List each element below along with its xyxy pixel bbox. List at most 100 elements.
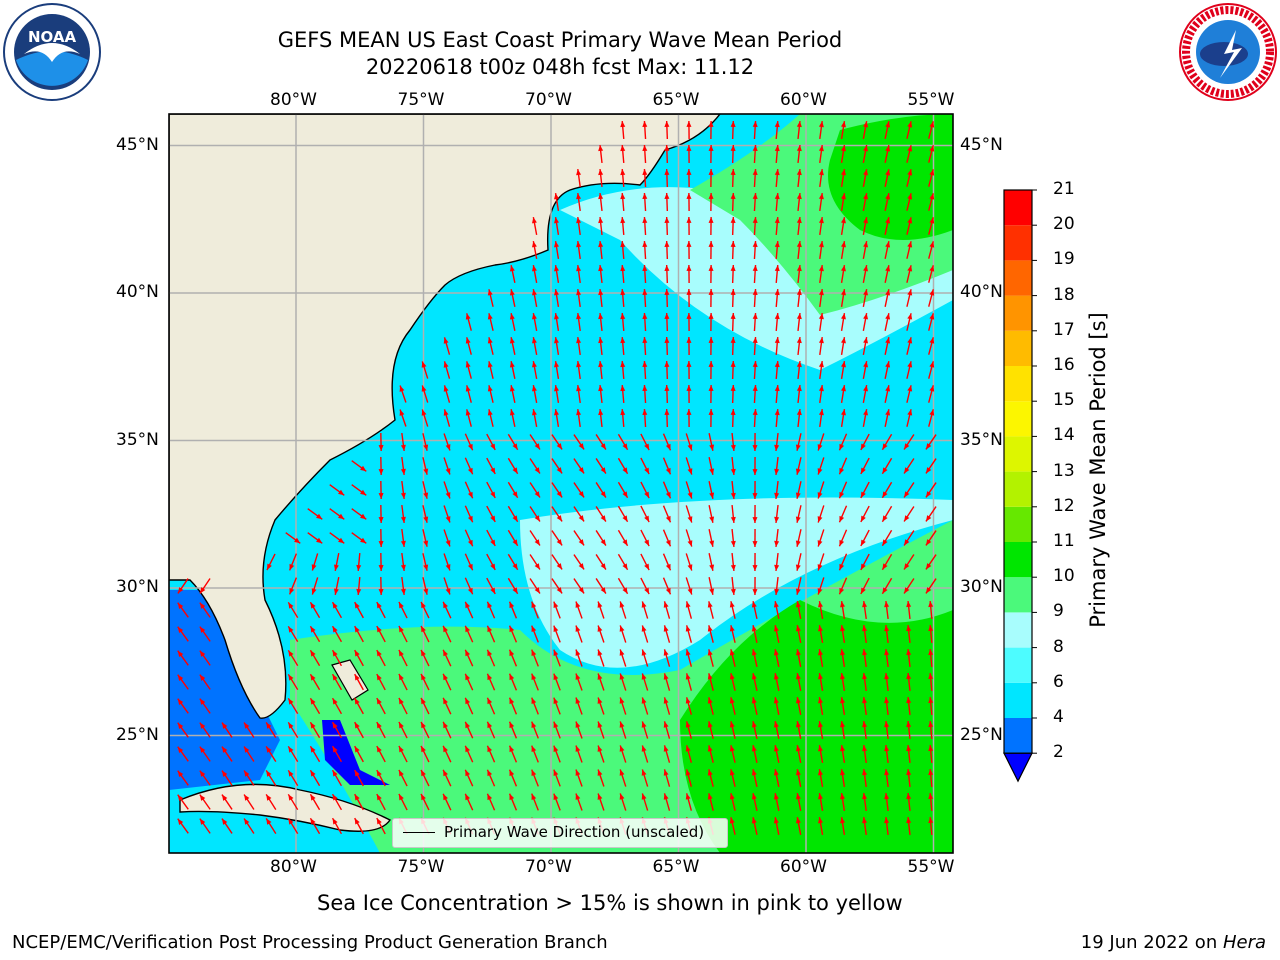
wave-arrow-head — [904, 563, 910, 570]
wave-arrow-head — [907, 385, 913, 392]
wave-arrow-head — [642, 265, 648, 272]
wave-arrow-head — [531, 625, 537, 633]
wave-arrow-head — [685, 769, 691, 776]
wave-arrow-head — [904, 443, 910, 450]
wave-arrow-head — [729, 769, 735, 776]
wave-arrow-head — [644, 587, 650, 595]
wave-arrow-head — [423, 492, 429, 499]
wave-arrow-head — [421, 649, 426, 657]
wave-arrow-head — [294, 537, 301, 544]
wave-arrow-head — [708, 121, 714, 127]
wave-arrow-head — [376, 746, 382, 753]
wave-arrow-head — [841, 193, 846, 200]
wave-arrow-head — [620, 361, 626, 368]
lat-tick-left: 35°N — [116, 429, 159, 450]
wave-arrow-head — [509, 745, 515, 753]
wave-arrow-head — [839, 443, 845, 451]
wave-arrow-head — [841, 145, 846, 152]
wave-arrow-head — [620, 121, 626, 128]
wave-arrow-head — [443, 793, 448, 801]
wave-arrow-head — [597, 769, 603, 776]
wave-arrow-head — [554, 337, 559, 344]
wave-arrow-head — [600, 515, 606, 522]
wave-arrow-head — [663, 793, 669, 800]
wave-arrow-head — [576, 289, 582, 296]
wave-arrow-head — [707, 673, 713, 680]
wave-arrow-head — [751, 793, 757, 800]
wave-arrow-head — [641, 745, 647, 752]
wave-arrow-head — [665, 587, 671, 595]
wave-arrow-head — [443, 625, 448, 633]
wave-arrow-head — [817, 564, 823, 571]
wave-arrow-head — [531, 385, 537, 392]
wave-arrow-head — [752, 361, 758, 368]
date-text: 19 Jun 2022 on — [1080, 932, 1223, 953]
wave-arrow-head — [642, 145, 648, 152]
wave-arrow-head — [289, 563, 295, 571]
wave-arrow-head — [487, 313, 493, 320]
wave-arrow-head — [796, 217, 802, 224]
wave-arrow-head — [796, 337, 802, 344]
wave-arrow-head — [597, 625, 603, 632]
wave-arrow-head — [421, 385, 427, 392]
wave-arrow-head — [641, 625, 647, 632]
wave-arrow-head — [730, 241, 736, 247]
wave-arrow-head — [929, 337, 935, 344]
wave-arrow-head — [244, 818, 250, 825]
colorbar-tick-label: 8 — [1053, 636, 1064, 657]
wave-arrow-head — [556, 563, 563, 570]
wave-arrow-head — [487, 409, 493, 416]
wave-arrow-head — [773, 793, 779, 800]
lat-tick-left: 40°N — [116, 282, 159, 302]
wave-arrow-head — [730, 516, 736, 523]
wave-arrow-head — [199, 818, 206, 825]
wave-arrow-head — [512, 491, 518, 498]
wave-arrow-head — [311, 588, 317, 595]
wave-arrow-head — [421, 361, 427, 368]
wave-arrow-head — [928, 601, 934, 608]
wave-arrow-head — [796, 193, 802, 200]
wave-arrow-head — [818, 169, 824, 176]
wave-arrow-head — [465, 385, 471, 392]
wave-arrow-head — [796, 121, 802, 128]
wave-arrow-head — [443, 769, 448, 777]
wave-arrow-head — [554, 385, 559, 392]
wave-arrow-head — [685, 649, 691, 656]
wave-arrow-head — [773, 697, 779, 704]
wave-arrow-head — [708, 193, 714, 199]
wave-arrow-head — [817, 444, 823, 451]
wave-arrow-head — [687, 588, 693, 595]
wave-arrow-head — [534, 563, 540, 570]
wave-arrow-head — [620, 409, 626, 416]
wave-arrow-head — [487, 769, 493, 777]
wave-arrow-head — [730, 193, 736, 199]
wave-arrow-head — [378, 445, 384, 451]
wave-arrow-head — [882, 491, 888, 498]
wave-arrow-head — [925, 563, 932, 570]
wave-arrow-head — [729, 697, 735, 704]
wave-arrow-head — [244, 770, 250, 777]
wave-arrow-head — [177, 650, 184, 657]
wave-arrow-head — [925, 467, 932, 474]
wave-arrow-head — [199, 587, 206, 594]
wave-arrow-head — [244, 794, 250, 801]
wave-arrow-head — [509, 361, 515, 368]
wave-arrow-head — [730, 289, 736, 295]
wave-arrow-head — [840, 673, 845, 680]
wave-arrow-head — [817, 540, 823, 547]
wave-arrow-head — [863, 361, 869, 368]
wave-arrow-head — [860, 539, 866, 546]
wave-arrow-head — [553, 745, 559, 752]
wave-arrow-head — [360, 489, 367, 496]
wave-arrow-head — [904, 539, 910, 546]
wave-arrow-head — [709, 444, 715, 451]
wave-arrow-head — [904, 491, 910, 498]
wave-arrow-head — [795, 649, 801, 656]
wave-arrow-head — [818, 721, 823, 728]
date-stamp: 19 Jun 2022 on Hera — [1081, 932, 1266, 953]
colorbar-swatch — [1004, 577, 1032, 613]
wave-arrow-head — [553, 697, 559, 704]
wave-arrow-head — [490, 539, 496, 546]
wave-arrow-head — [266, 722, 272, 729]
wave-arrow-head — [598, 241, 604, 248]
